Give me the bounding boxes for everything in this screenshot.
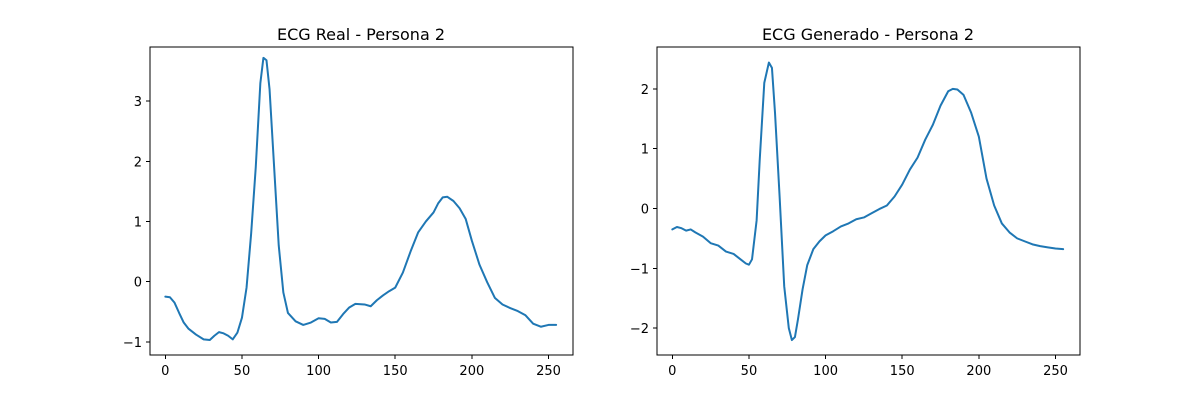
y-tick-label: 1 [134,215,142,230]
x-tick-label: 100 [306,364,331,379]
y-tick-label: −1 [630,262,649,277]
x-tick-label: 50 [234,364,251,379]
chart-ecg-real: ECG Real - Persona 2 0 50 100 150 200 250 −1 0 1… [123,25,574,379]
x-tick-label: 200 [966,364,991,379]
y-tick-label: 2 [641,83,649,98]
plot-area [671,61,1065,342]
series-line [164,56,558,341]
y-tick-label: 1 [641,143,649,158]
x-tick-label: 150 [890,364,915,379]
x-tick-label: 200 [459,364,484,379]
x-tick-label: 0 [161,364,169,379]
x-tick-label: 100 [813,364,838,379]
y-tick-label: 0 [134,276,142,291]
x-tick-label: 150 [383,364,408,379]
y-tick-label: 0 [641,202,649,217]
series-line [671,61,1065,342]
chart-title: ECG Generado - Persona 2 [762,25,974,44]
x-tick-label: 50 [741,364,758,379]
chart-title: ECG Real - Persona 2 [277,25,445,44]
y-tick-label: −2 [630,322,649,337]
axes-frame [149,46,574,356]
x-tick-label: 250 [1043,364,1068,379]
y-tick-label: 2 [134,155,142,170]
chart-ecg-generado: ECG Generado - Persona 2 0 50 100 150 200 250… [630,25,1081,379]
y-tick-label: −1 [123,336,142,351]
x-tick-label: 250 [536,364,561,379]
x-tick-label: 0 [668,364,676,379]
y-tick-label: 3 [134,95,142,110]
axes-frame [656,46,1081,356]
plot-area [164,56,558,341]
